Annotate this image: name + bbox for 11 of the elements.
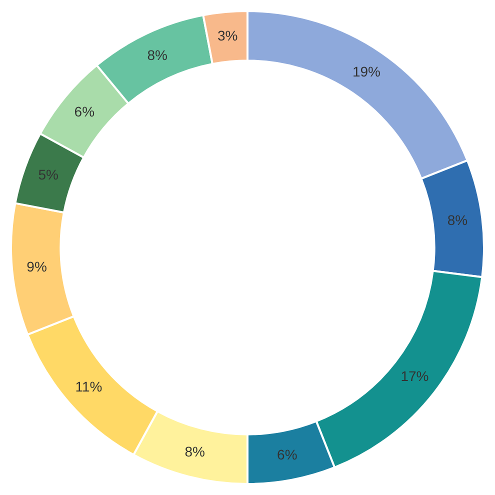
data-label: 17% [400,368,429,384]
data-label: 6% [74,103,95,120]
data-label: 8% [184,443,205,460]
data-label: 11% [75,378,102,394]
data-label: 6% [277,446,298,462]
data-label: 19% [352,63,380,80]
data-label: 8% [147,46,168,63]
data-label: 3% [217,28,238,44]
data-label: 9% [26,258,47,274]
data-label: 8% [447,212,468,228]
data-label: 5% [38,166,58,183]
